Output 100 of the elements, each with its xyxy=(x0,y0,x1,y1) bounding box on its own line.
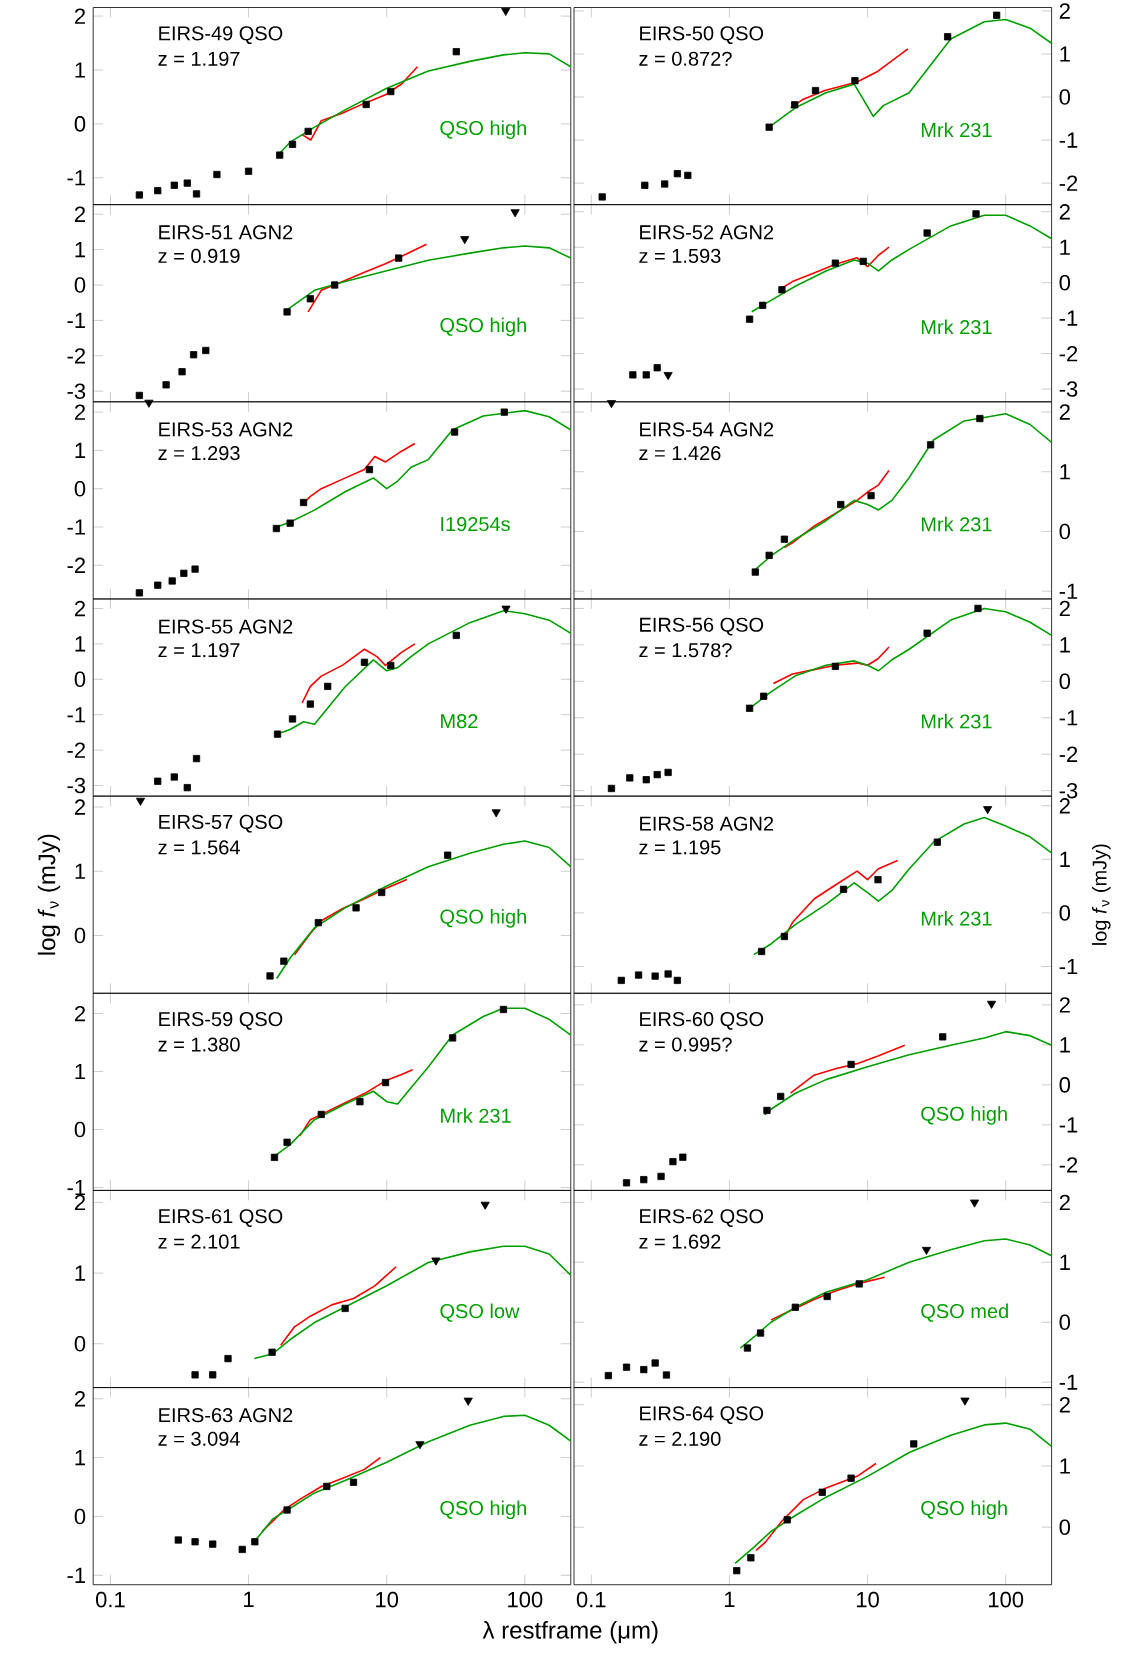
y-tick-label: 1 xyxy=(75,863,86,879)
annotation: z = 1.195 xyxy=(639,840,721,855)
y-tick-label: 2 xyxy=(74,1194,85,1211)
annotation: z = 2.190 xyxy=(639,1431,721,1446)
annotation: z = 1.593 xyxy=(639,248,721,263)
annotation: QSO high xyxy=(440,1500,526,1520)
y-tick-label: 0 xyxy=(1059,1519,1071,1535)
x-tick-label: 1 xyxy=(724,1591,735,1607)
y-tick-label: 2 xyxy=(1059,600,1070,617)
y-tick-label: -3 xyxy=(67,777,86,794)
annotation: Mrk 231 xyxy=(921,516,992,532)
annotation: EIRS-58 AGN2 xyxy=(640,816,774,831)
annotation: EIRS-51 AGN2 xyxy=(159,225,293,240)
y-tick-label: 2 xyxy=(1059,3,1070,19)
annotation: z = 3.094 xyxy=(158,1431,240,1446)
y-tick-label: 0 xyxy=(1059,1314,1071,1331)
annotation: EIRS-62 QSO xyxy=(640,1209,764,1227)
annotation: QSO high xyxy=(921,1500,1007,1520)
y-tick-label: 2 xyxy=(1059,1194,1070,1211)
annotation: EIRS-64 QSO xyxy=(640,1406,764,1425)
annotation: Mrk 231 xyxy=(921,713,992,729)
y-tick-label: 0 xyxy=(74,671,86,688)
annotation: z = 1.692 xyxy=(639,1234,721,1249)
y-tick-label: -1 xyxy=(67,519,86,535)
y-tick-label: 2 xyxy=(1059,1397,1070,1413)
y-tick-label: 1 xyxy=(1060,1037,1070,1053)
annotation: z = 1.578? xyxy=(639,643,732,658)
y-tick-label: -1 xyxy=(67,707,86,723)
annotation: M82 xyxy=(441,714,478,729)
y-tick-label: 1 xyxy=(1060,239,1070,255)
y-tick-label: 0 xyxy=(74,927,86,944)
annotation: z = 1.197 xyxy=(158,51,240,66)
x-tick-label: 100 xyxy=(989,1591,1024,1608)
y-tick-label: 2 xyxy=(74,8,85,24)
y-tick-label: -2 xyxy=(67,348,85,364)
y-tick-label: 2 xyxy=(1059,404,1070,420)
y-tick-label: 0 xyxy=(74,1508,86,1525)
y-axis-title: log f$_{ν}$ (mJy) xyxy=(37,834,61,955)
y-tick-label: 0 xyxy=(1059,89,1071,105)
y-tick-label: 0 xyxy=(74,277,86,293)
annotation: EIRS-50 QSO xyxy=(640,26,764,44)
x-tick-label: 100 xyxy=(508,1591,543,1608)
y-tick-label: 1 xyxy=(1060,851,1070,867)
y-tick-label: 1 xyxy=(1060,1458,1070,1474)
x-tick-label: 0.1 xyxy=(576,1591,606,1608)
y-tick-label: 2 xyxy=(1059,204,1070,220)
annotation: z = 1.197 xyxy=(158,643,240,658)
x-axis-title: λ restframe (μm) xyxy=(482,1621,658,1644)
annotation: EIRS-55 AGN2 xyxy=(159,619,293,634)
y-tick-label: 2 xyxy=(1059,798,1070,814)
y-tick-label: -1 xyxy=(1059,1374,1078,1390)
y-tick-label: 2 xyxy=(1059,997,1070,1013)
y-tick-label: 2 xyxy=(74,206,85,222)
annotation: z = 1.293 xyxy=(158,445,240,461)
annotation: EIRS-54 AGN2 xyxy=(640,422,774,437)
annotation: QSO high xyxy=(440,317,526,337)
annotation: QSO low xyxy=(440,1303,520,1322)
x-tick-label: 0.1 xyxy=(95,1591,125,1608)
annotation: EIRS-52 AGN2 xyxy=(640,225,774,240)
y-tick-label: -3 xyxy=(1059,381,1078,397)
y-tick-label: 2 xyxy=(74,1005,85,1022)
y-tick-label: -1 xyxy=(67,312,86,328)
y-tick-label: -1 xyxy=(67,1179,86,1196)
annotation: EIRS-60 QSO xyxy=(640,1011,764,1030)
y-tick-label: 2 xyxy=(74,799,85,815)
annotation: z = 1.426 xyxy=(639,445,721,461)
y-tick-label: -2 xyxy=(1059,345,1078,362)
annotation: z = 2.101 xyxy=(158,1234,240,1249)
y-tick-label: 1 xyxy=(75,62,86,78)
y-tick-label: 1 xyxy=(1060,46,1070,62)
annotation: EIRS-59 QSO xyxy=(159,1011,283,1030)
annotation: QSO med xyxy=(921,1303,1008,1322)
annotation: EIRS-61 QSO xyxy=(159,1209,283,1227)
y-tick-label: -2 xyxy=(1059,1157,1078,1173)
y-tick-label: 0 xyxy=(1059,673,1071,690)
y-tick-label: 0 xyxy=(1059,523,1071,540)
annotation: z = 1.564 xyxy=(158,840,240,855)
y-tick-label: -2 xyxy=(67,742,85,758)
annotation: z = 0.919 xyxy=(158,248,240,263)
annotation: Mrk 231 xyxy=(441,1108,511,1123)
y-tick-label: 0 xyxy=(74,480,86,497)
annotation: Mrk 231 xyxy=(921,911,992,926)
annotation: EIRS-63 AGN2 xyxy=(159,1408,293,1423)
annotation: EIRS-56 QSO xyxy=(640,617,764,636)
annotation: QSO high xyxy=(440,120,526,140)
y-tick-label: 0 xyxy=(1059,905,1071,921)
y-axis-title: log f$_{ν}$ (mJy) xyxy=(1091,844,1111,945)
annotation: QSO high xyxy=(921,1106,1007,1125)
y-tick-label: 0 xyxy=(74,1121,86,1138)
annotation: I19254s xyxy=(441,516,510,532)
y-tick-label: 0 xyxy=(74,1335,86,1352)
annotation: EIRS-53 AGN2 xyxy=(159,422,293,437)
y-tick-label: 2 xyxy=(74,1391,85,1407)
annotation: z = 0.995? xyxy=(639,1037,732,1052)
y-tick-label: -2 xyxy=(1059,746,1078,762)
y-tick-label: -2 xyxy=(1059,175,1078,191)
y-tick-label: -1 xyxy=(1059,583,1078,599)
y-tick-label: 1 xyxy=(75,1450,86,1466)
annotation: Mrk 231 xyxy=(921,319,992,335)
y-tick-label: 0 xyxy=(1059,274,1071,291)
